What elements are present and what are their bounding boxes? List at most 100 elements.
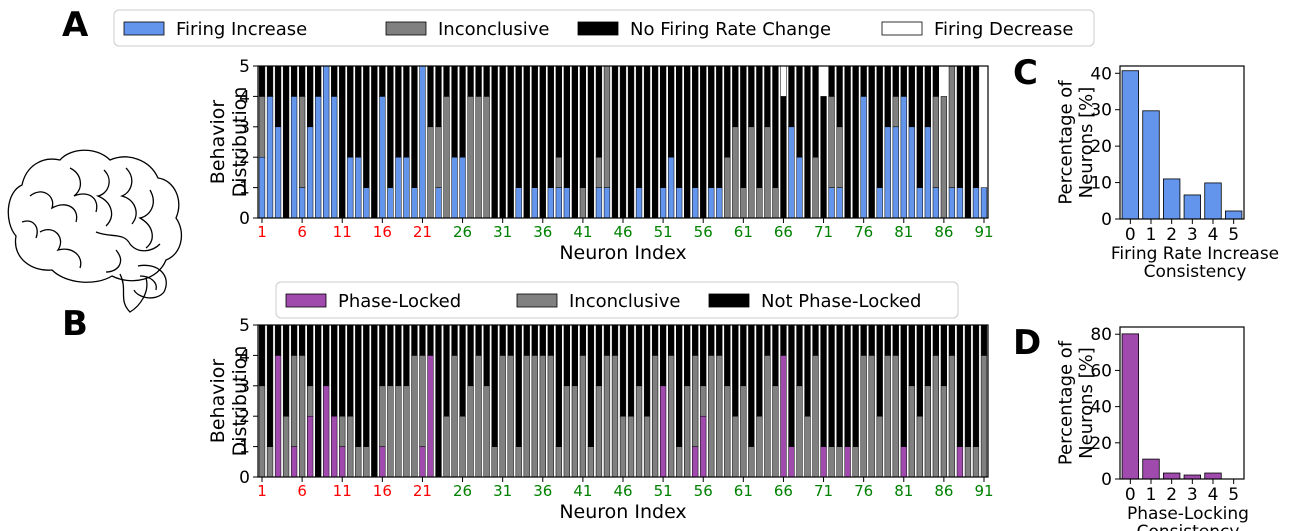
x-axis-label: Neuron Index xyxy=(559,242,686,264)
y-tick-label: 1 xyxy=(239,438,250,458)
bar-segment xyxy=(916,324,923,417)
bar-segment xyxy=(515,324,522,447)
bar-segment xyxy=(667,65,675,158)
bar-segment xyxy=(748,324,755,447)
bar-segment xyxy=(347,65,354,158)
bar-segment xyxy=(627,65,635,219)
bar-segment xyxy=(740,187,747,219)
bar-segment xyxy=(756,65,763,188)
bar-segment xyxy=(331,96,338,219)
bar-segment xyxy=(804,415,811,478)
x-tick-label: 2 xyxy=(1166,225,1177,245)
bar-segment xyxy=(258,96,266,158)
bar-segment xyxy=(836,126,843,188)
bar-segment xyxy=(700,324,707,387)
bar-segment xyxy=(555,156,562,188)
bar-segment xyxy=(258,65,266,97)
y-tick-label: 0 xyxy=(1101,210,1112,230)
bar-segment xyxy=(315,65,322,97)
bar-segment xyxy=(764,126,771,219)
bar-segment xyxy=(315,324,322,478)
bar-segment xyxy=(355,156,362,219)
bar-segment xyxy=(499,355,506,478)
bar-segment xyxy=(772,324,779,387)
brain-icon xyxy=(7,149,183,313)
bar-segment xyxy=(900,446,907,478)
bar-segment xyxy=(868,324,875,356)
bar-segment xyxy=(595,187,603,219)
bar-segment xyxy=(740,65,747,188)
legend: Firing Increase Inconclusive No Firing Rat… xyxy=(113,9,1095,47)
bar-segment xyxy=(820,324,827,447)
bar-segment xyxy=(387,324,394,387)
bar-segment xyxy=(339,415,346,447)
bar-segment xyxy=(595,65,603,158)
x-tick-label: 6 xyxy=(297,482,307,500)
bar-segment xyxy=(635,324,643,387)
bar-segment xyxy=(443,96,450,219)
x-axis-label-line: Phase-Locking xyxy=(1127,504,1249,524)
bar-segment xyxy=(363,187,370,219)
bar-segment xyxy=(908,65,915,128)
bar-segment xyxy=(523,65,530,219)
y-tick-label: 3 xyxy=(239,377,250,397)
bar-segment xyxy=(587,65,595,219)
bar-segment xyxy=(772,385,779,478)
bar-segment xyxy=(619,415,627,478)
bar-segment xyxy=(708,187,715,219)
x-tick-label: 66 xyxy=(774,223,793,241)
x-tick-label: 81 xyxy=(894,223,913,241)
y-tick-label: 60 xyxy=(1090,361,1112,381)
bar-segment xyxy=(812,324,819,356)
bar-segment xyxy=(684,324,691,387)
bar-segment xyxy=(892,65,899,97)
bar-segment xyxy=(579,324,587,356)
y-tick-label: 30 xyxy=(1090,101,1112,121)
y-tick-label: 0 xyxy=(239,468,250,488)
bar-segment xyxy=(868,355,875,478)
bar-segment xyxy=(363,324,370,447)
bar-segment xyxy=(403,65,410,158)
bar xyxy=(1142,458,1160,480)
bar-segment xyxy=(860,355,867,478)
bar-segment xyxy=(266,65,274,97)
bar-segment xyxy=(980,187,988,219)
bar-segment xyxy=(708,65,715,188)
bar-segment xyxy=(692,355,699,447)
bar-segment xyxy=(547,65,554,188)
bar-segment xyxy=(411,324,418,356)
bar-segment xyxy=(764,355,771,478)
bar-segment xyxy=(459,156,466,219)
bar-segment xyxy=(659,324,667,387)
bar-segment xyxy=(266,96,274,219)
bar-segment xyxy=(924,126,931,219)
legend-swatch xyxy=(123,21,165,36)
x-axis-label: Firing Rate Increase Consistency xyxy=(1111,244,1279,282)
bar-segment xyxy=(764,65,771,128)
bar-segment xyxy=(379,65,386,97)
bar-segment xyxy=(908,324,915,387)
y-tick-label: 0 xyxy=(1101,470,1112,490)
bar-segment xyxy=(419,446,426,478)
bar-segment xyxy=(323,65,330,219)
bar-segment xyxy=(667,355,675,478)
bar-segment xyxy=(595,385,603,478)
bar-segment xyxy=(676,446,683,478)
x-tick-label: 11 xyxy=(333,482,352,500)
bar-segment xyxy=(491,324,498,447)
bar-segment xyxy=(603,355,611,478)
bar-segment xyxy=(290,324,298,356)
bar-segment xyxy=(379,324,386,387)
bar-segment xyxy=(499,324,506,356)
bar-segment xyxy=(956,324,964,447)
bar-segment xyxy=(387,187,394,219)
bar-segment xyxy=(266,446,274,478)
y-tick-label: 10 xyxy=(1090,174,1112,194)
bar-segment xyxy=(435,126,442,188)
x-tick-label: 1 xyxy=(1146,485,1157,505)
bar-segment xyxy=(756,415,763,478)
y-axis-label-line: Percentage of xyxy=(1055,80,1076,205)
bar-segment xyxy=(796,156,803,219)
